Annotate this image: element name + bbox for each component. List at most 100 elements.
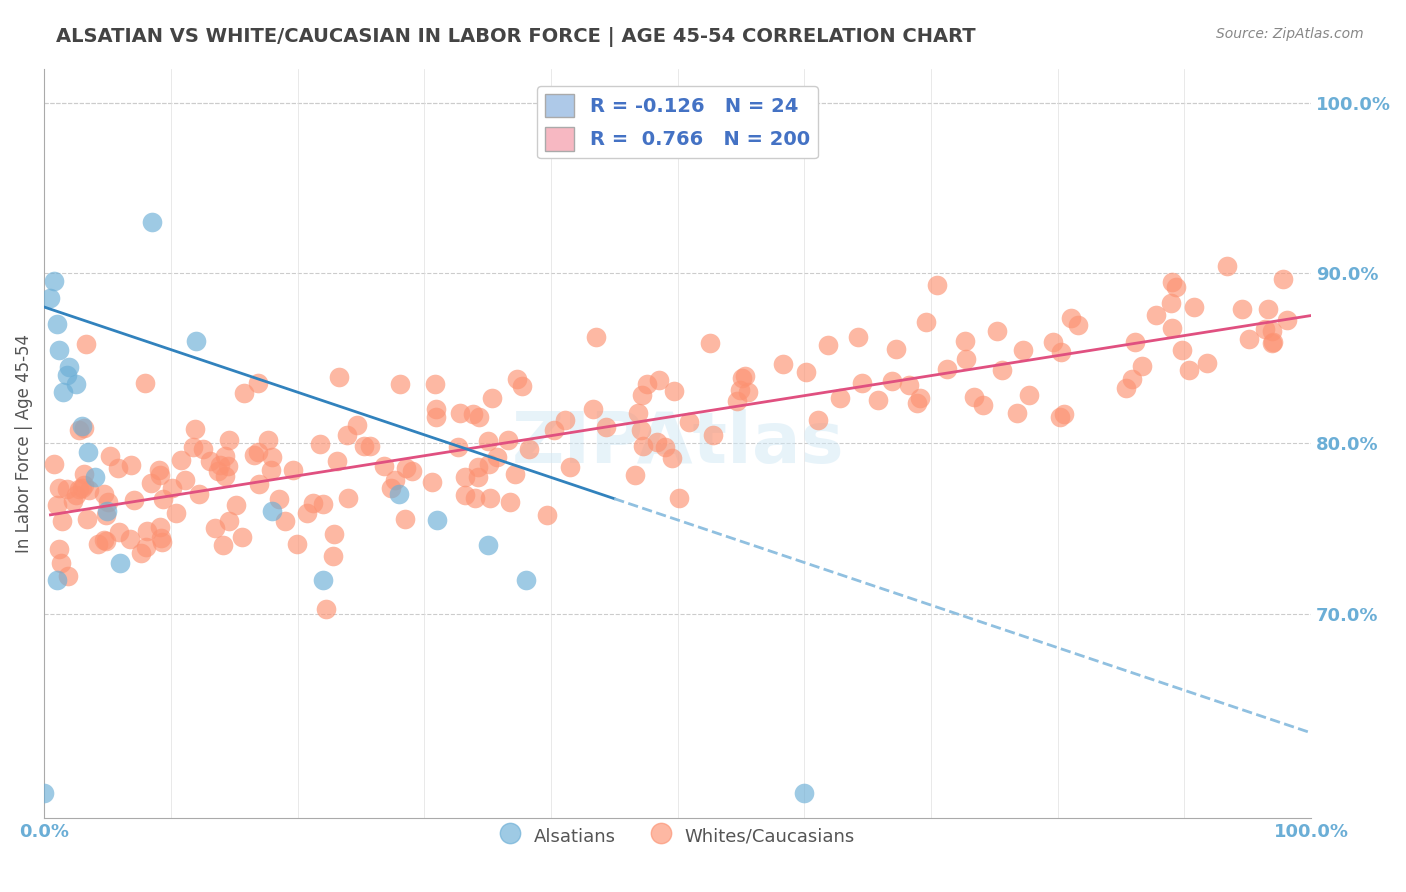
Whites/Caucasians bbox=[737, 385, 759, 400]
Whites/Caucasians bbox=[315, 601, 337, 615]
Whites/Caucasians bbox=[218, 433, 240, 447]
Whites/Caucasians bbox=[45, 499, 67, 513]
Whites/Caucasians bbox=[322, 527, 344, 541]
Whites/Caucasians bbox=[120, 458, 142, 472]
Whites/Caucasians bbox=[1012, 343, 1035, 358]
Alsatians bbox=[65, 376, 87, 391]
Whites/Caucasians bbox=[93, 533, 115, 548]
Whites/Caucasians bbox=[198, 454, 221, 468]
Alsatians bbox=[32, 785, 55, 799]
Whites/Caucasians bbox=[122, 493, 145, 508]
Whites/Caucasians bbox=[496, 433, 519, 447]
Whites/Caucasians bbox=[479, 491, 502, 505]
Whites/Caucasians bbox=[499, 495, 522, 509]
Whites/Caucasians bbox=[560, 460, 582, 475]
Whites/Caucasians bbox=[699, 335, 721, 350]
Whites/Caucasians bbox=[260, 450, 283, 465]
Alsatians bbox=[45, 317, 67, 331]
Whites/Caucasians bbox=[384, 473, 406, 487]
Alsatians bbox=[44, 275, 66, 289]
Whites/Caucasians bbox=[595, 420, 617, 434]
Whites/Caucasians bbox=[510, 378, 533, 392]
Alsatians bbox=[262, 504, 284, 518]
Alsatians bbox=[477, 539, 499, 553]
Whites/Caucasians bbox=[481, 391, 503, 405]
Whites/Caucasians bbox=[51, 515, 73, 529]
Whites/Caucasians bbox=[880, 374, 903, 388]
Whites/Caucasians bbox=[624, 467, 647, 482]
Whites/Caucasians bbox=[73, 467, 96, 481]
Whites/Caucasians bbox=[274, 514, 297, 528]
Whites/Caucasians bbox=[1115, 380, 1137, 394]
Whites/Caucasians bbox=[423, 376, 446, 391]
Whites/Caucasians bbox=[165, 506, 187, 520]
Whites/Caucasians bbox=[212, 538, 235, 552]
Whites/Caucasians bbox=[454, 487, 477, 501]
Whites/Caucasians bbox=[233, 386, 256, 401]
Whites/Caucasians bbox=[174, 473, 197, 487]
Whites/Caucasians bbox=[118, 533, 141, 547]
Whites/Caucasians bbox=[725, 393, 748, 408]
Whites/Caucasians bbox=[1121, 372, 1143, 386]
Whites/Caucasians bbox=[648, 373, 671, 387]
Whites/Caucasians bbox=[395, 461, 418, 475]
Whites/Caucasians bbox=[295, 506, 318, 520]
Whites/Caucasians bbox=[1005, 407, 1028, 421]
Whites/Caucasians bbox=[169, 453, 191, 467]
Whites/Caucasians bbox=[884, 342, 907, 356]
Whites/Caucasians bbox=[359, 439, 381, 453]
Whites/Caucasians bbox=[336, 491, 359, 506]
Whites/Caucasians bbox=[346, 417, 368, 432]
Alsatians bbox=[83, 470, 105, 484]
Whites/Caucasians bbox=[58, 568, 80, 582]
Alsatians bbox=[58, 359, 80, 374]
Whites/Caucasians bbox=[152, 492, 174, 507]
Whites/Caucasians bbox=[631, 439, 654, 453]
Whites/Caucasians bbox=[181, 440, 204, 454]
Whites/Caucasians bbox=[49, 556, 72, 570]
Whites/Caucasians bbox=[536, 508, 558, 523]
Alsatians bbox=[96, 504, 118, 518]
Whites/Caucasians bbox=[336, 427, 359, 442]
Whites/Caucasians bbox=[1237, 332, 1260, 346]
Whites/Caucasians bbox=[654, 440, 676, 454]
Alsatians bbox=[48, 343, 70, 357]
Whites/Caucasians bbox=[148, 463, 170, 477]
Whites/Caucasians bbox=[302, 496, 325, 510]
Whites/Caucasians bbox=[1049, 409, 1071, 424]
Whites/Caucasians bbox=[477, 434, 499, 449]
Whites/Caucasians bbox=[910, 391, 932, 405]
Whites/Caucasians bbox=[285, 537, 308, 551]
Whites/Caucasians bbox=[1049, 344, 1071, 359]
Whites/Caucasians bbox=[478, 457, 501, 471]
Whites/Caucasians bbox=[1060, 311, 1083, 326]
Whites/Caucasians bbox=[257, 434, 280, 448]
Whites/Caucasians bbox=[267, 491, 290, 506]
Whites/Caucasians bbox=[1018, 388, 1040, 402]
Whites/Caucasians bbox=[394, 512, 416, 526]
Whites/Caucasians bbox=[905, 395, 928, 409]
Whites/Caucasians bbox=[955, 352, 977, 367]
Whites/Caucasians bbox=[851, 376, 873, 391]
Whites/Caucasians bbox=[991, 362, 1014, 376]
Whites/Caucasians bbox=[388, 376, 411, 391]
Whites/Caucasians bbox=[70, 481, 93, 495]
Whites/Caucasians bbox=[87, 537, 110, 551]
Whites/Caucasians bbox=[963, 390, 986, 404]
Whites/Caucasians bbox=[135, 524, 157, 538]
Whites/Caucasians bbox=[702, 428, 724, 442]
Whites/Caucasians bbox=[582, 401, 605, 416]
Whites/Caucasians bbox=[67, 423, 90, 437]
Whites/Caucasians bbox=[425, 402, 447, 417]
Whites/Caucasians bbox=[986, 324, 1008, 338]
Whites/Caucasians bbox=[218, 514, 240, 528]
Alsatians bbox=[426, 513, 449, 527]
Whites/Caucasians bbox=[134, 376, 156, 391]
Whites/Caucasians bbox=[503, 467, 526, 482]
Whites/Caucasians bbox=[322, 549, 344, 563]
Whites/Caucasians bbox=[1171, 343, 1194, 357]
Whites/Caucasians bbox=[353, 439, 375, 453]
Whites/Caucasians bbox=[955, 334, 977, 348]
Whites/Caucasians bbox=[131, 545, 153, 559]
Y-axis label: In Labor Force | Age 45-54: In Labor Force | Age 45-54 bbox=[15, 334, 32, 553]
